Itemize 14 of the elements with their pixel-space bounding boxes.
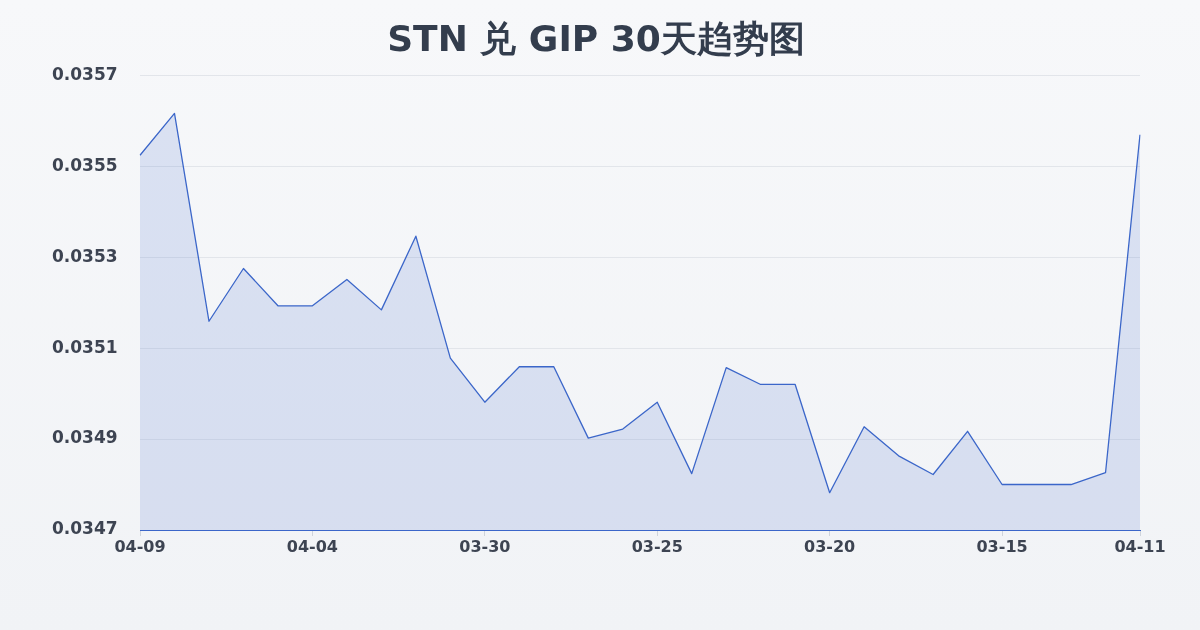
x-tick-label: 04-04 — [286, 536, 338, 556]
x-tick-label: 03-25 — [631, 536, 683, 556]
y-tick-label: 0.0355 — [52, 154, 118, 175]
y-tick-label: 0.0349 — [52, 427, 118, 448]
y-tick-label: 0.0351 — [52, 336, 118, 357]
x-tick-label: 04-11 — [1114, 536, 1166, 556]
y-tick-label: 0.0347 — [52, 518, 118, 539]
y-tick-label: 0.0357 — [52, 63, 118, 84]
x-tick-label: 04-09 — [114, 536, 166, 556]
y-tick-label: 0.0353 — [52, 245, 118, 266]
x-tick-label: 03-20 — [804, 536, 856, 556]
chart-title: STN 兑 GIP 30天趋势图 — [387, 17, 805, 59]
x-tick-label: 03-30 — [459, 536, 511, 556]
x-tick-label: 03-15 — [976, 536, 1028, 556]
